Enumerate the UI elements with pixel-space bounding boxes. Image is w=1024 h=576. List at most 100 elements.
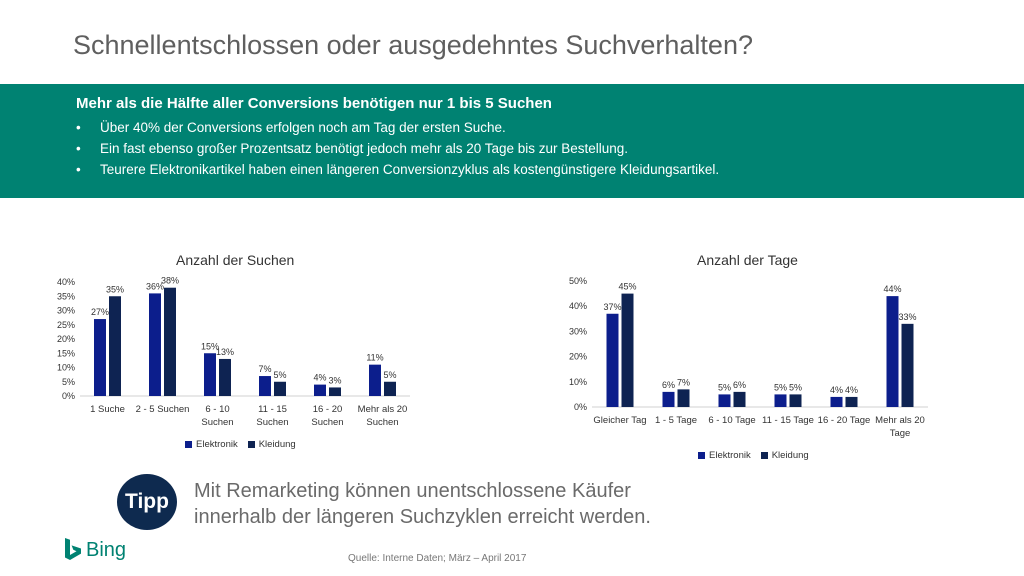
legend-swatch-icon [760, 452, 768, 459]
bar [149, 293, 161, 396]
data-label: 13% [216, 347, 234, 357]
bar [314, 384, 326, 396]
x-tick-label: 16 - 20 [313, 404, 343, 415]
chart-searches-legend: Elektronik Kleidung [185, 439, 296, 450]
source-note: Quelle: Interne Daten; März – April 2017 [348, 553, 527, 564]
data-label: 5% [718, 382, 731, 392]
x-tick-label: Suchen [256, 417, 288, 428]
tipp-badge: Tipp [117, 474, 177, 530]
bar [606, 313, 619, 407]
chart-days-legend: Elektronik Kleidung [698, 450, 809, 461]
bar [259, 376, 271, 396]
bar [662, 391, 675, 407]
y-tick-label: 10% [569, 377, 587, 387]
x-tick-label: 2 - 5 Suchen [136, 404, 190, 415]
bar [845, 396, 858, 407]
y-tick-label: 40% [57, 277, 75, 287]
x-tick-label: Mehr als 20 [358, 404, 408, 415]
data-label: 6% [733, 380, 746, 390]
y-tick-label: 30% [569, 326, 587, 336]
y-tick-label: 0% [62, 391, 75, 401]
y-tick-label: 25% [57, 320, 75, 330]
y-tick-label: 0% [574, 402, 587, 412]
slide-title: Schnellentschlossen oder ausgedehntes Su… [73, 30, 753, 60]
legend-item-kleidung: Kleidung [760, 450, 809, 461]
banner-bullet: • Ein fast ebenso großer Prozentsatz benö… [76, 138, 719, 159]
data-label: 6% [662, 380, 675, 390]
x-tick-label: 1 - 5 Tage [655, 415, 697, 426]
data-label: 5% [383, 370, 396, 380]
bar [886, 296, 899, 407]
bar [384, 381, 396, 396]
summary-banner: Mehr als die Hälfte aller Conversions be… [0, 84, 1024, 198]
bar [369, 364, 381, 396]
bar [774, 394, 787, 407]
y-tick-label: 15% [57, 348, 75, 358]
x-tick-label: 11 - 15 [258, 404, 287, 415]
data-label: 38% [161, 276, 179, 286]
bar [109, 296, 121, 396]
bar [677, 389, 690, 407]
data-label: 5% [273, 370, 286, 380]
bar [94, 319, 106, 396]
data-label: 35% [106, 284, 124, 294]
banner-bullet-list: • Über 40% der Conversions erfolgen noch … [76, 117, 719, 180]
data-label: 36% [146, 281, 164, 291]
x-tick-label: 6 - 10 Tage [708, 415, 755, 426]
data-label: 3% [328, 375, 341, 385]
y-tick-label: 5% [62, 377, 75, 387]
data-label: 45% [618, 282, 636, 292]
legend-swatch-icon [185, 441, 192, 448]
legend-swatch-icon [247, 441, 255, 448]
bar [789, 394, 802, 407]
data-label: 15% [201, 341, 219, 351]
tipp-line: Mit Remarketing können unentschlossene K… [194, 480, 631, 502]
x-tick-label: Suchen [201, 417, 233, 428]
x-tick-label: 1 Suche [90, 404, 125, 415]
data-label: 11% [366, 353, 383, 363]
chart-searches-title: Anzahl der Suchen [176, 252, 295, 268]
x-tick-label: Suchen [366, 417, 398, 428]
bar [164, 287, 176, 396]
data-label: 5% [789, 382, 802, 392]
bar [733, 391, 746, 407]
y-tick-label: 35% [57, 291, 75, 301]
data-label: 4% [830, 385, 843, 395]
chart-days-title: Anzahl der Tage [697, 252, 798, 268]
x-tick-label: 16 - 20 Tage [818, 415, 871, 426]
y-tick-label: 10% [57, 363, 75, 373]
bar [219, 358, 231, 396]
bar [830, 396, 843, 407]
x-tick-label: Gleicher Tag [593, 415, 646, 426]
bing-logo: Bing [64, 538, 126, 562]
bar [274, 381, 286, 396]
legend-swatch-icon [698, 452, 705, 459]
bullet-icon: • [76, 120, 81, 135]
x-tick-label: Suchen [311, 417, 343, 428]
x-tick-label: 11 - 15 Tage [762, 415, 814, 426]
bullet-icon: • [76, 162, 81, 177]
chart-searches: 0% 5% 10% 15% 20% 25% 30% 35% 40% 27% 35% 1 Suche 36… [57, 276, 410, 428]
data-label: 7% [677, 377, 690, 387]
y-tick-label: 30% [57, 306, 75, 316]
legend-item-kleidung: Kleidung [247, 439, 296, 450]
data-label: 4% [313, 373, 326, 383]
legend-item-elektronik: Elektronik [698, 450, 751, 461]
data-label: 33% [898, 312, 916, 322]
bullet-icon: • [76, 141, 81, 156]
bar [718, 394, 731, 407]
bar [204, 353, 216, 396]
bar [901, 323, 914, 407]
y-tick-label: 40% [569, 301, 587, 311]
data-label: 27% [91, 307, 109, 317]
bar [621, 293, 634, 407]
bing-logo-text: Bing [86, 538, 127, 561]
x-tick-label: 6 - 10 [205, 404, 229, 415]
tipp-text: Mit Remarketing können unentschlossene K… [194, 478, 651, 530]
x-tick-label: Mehr als 20 [875, 415, 925, 426]
y-tick-label: 20% [569, 352, 587, 362]
data-label: 37% [603, 302, 621, 312]
tipp-line: innerhalb der längeren Suchzyklen erreic… [194, 506, 651, 528]
data-label: 7% [258, 364, 271, 374]
